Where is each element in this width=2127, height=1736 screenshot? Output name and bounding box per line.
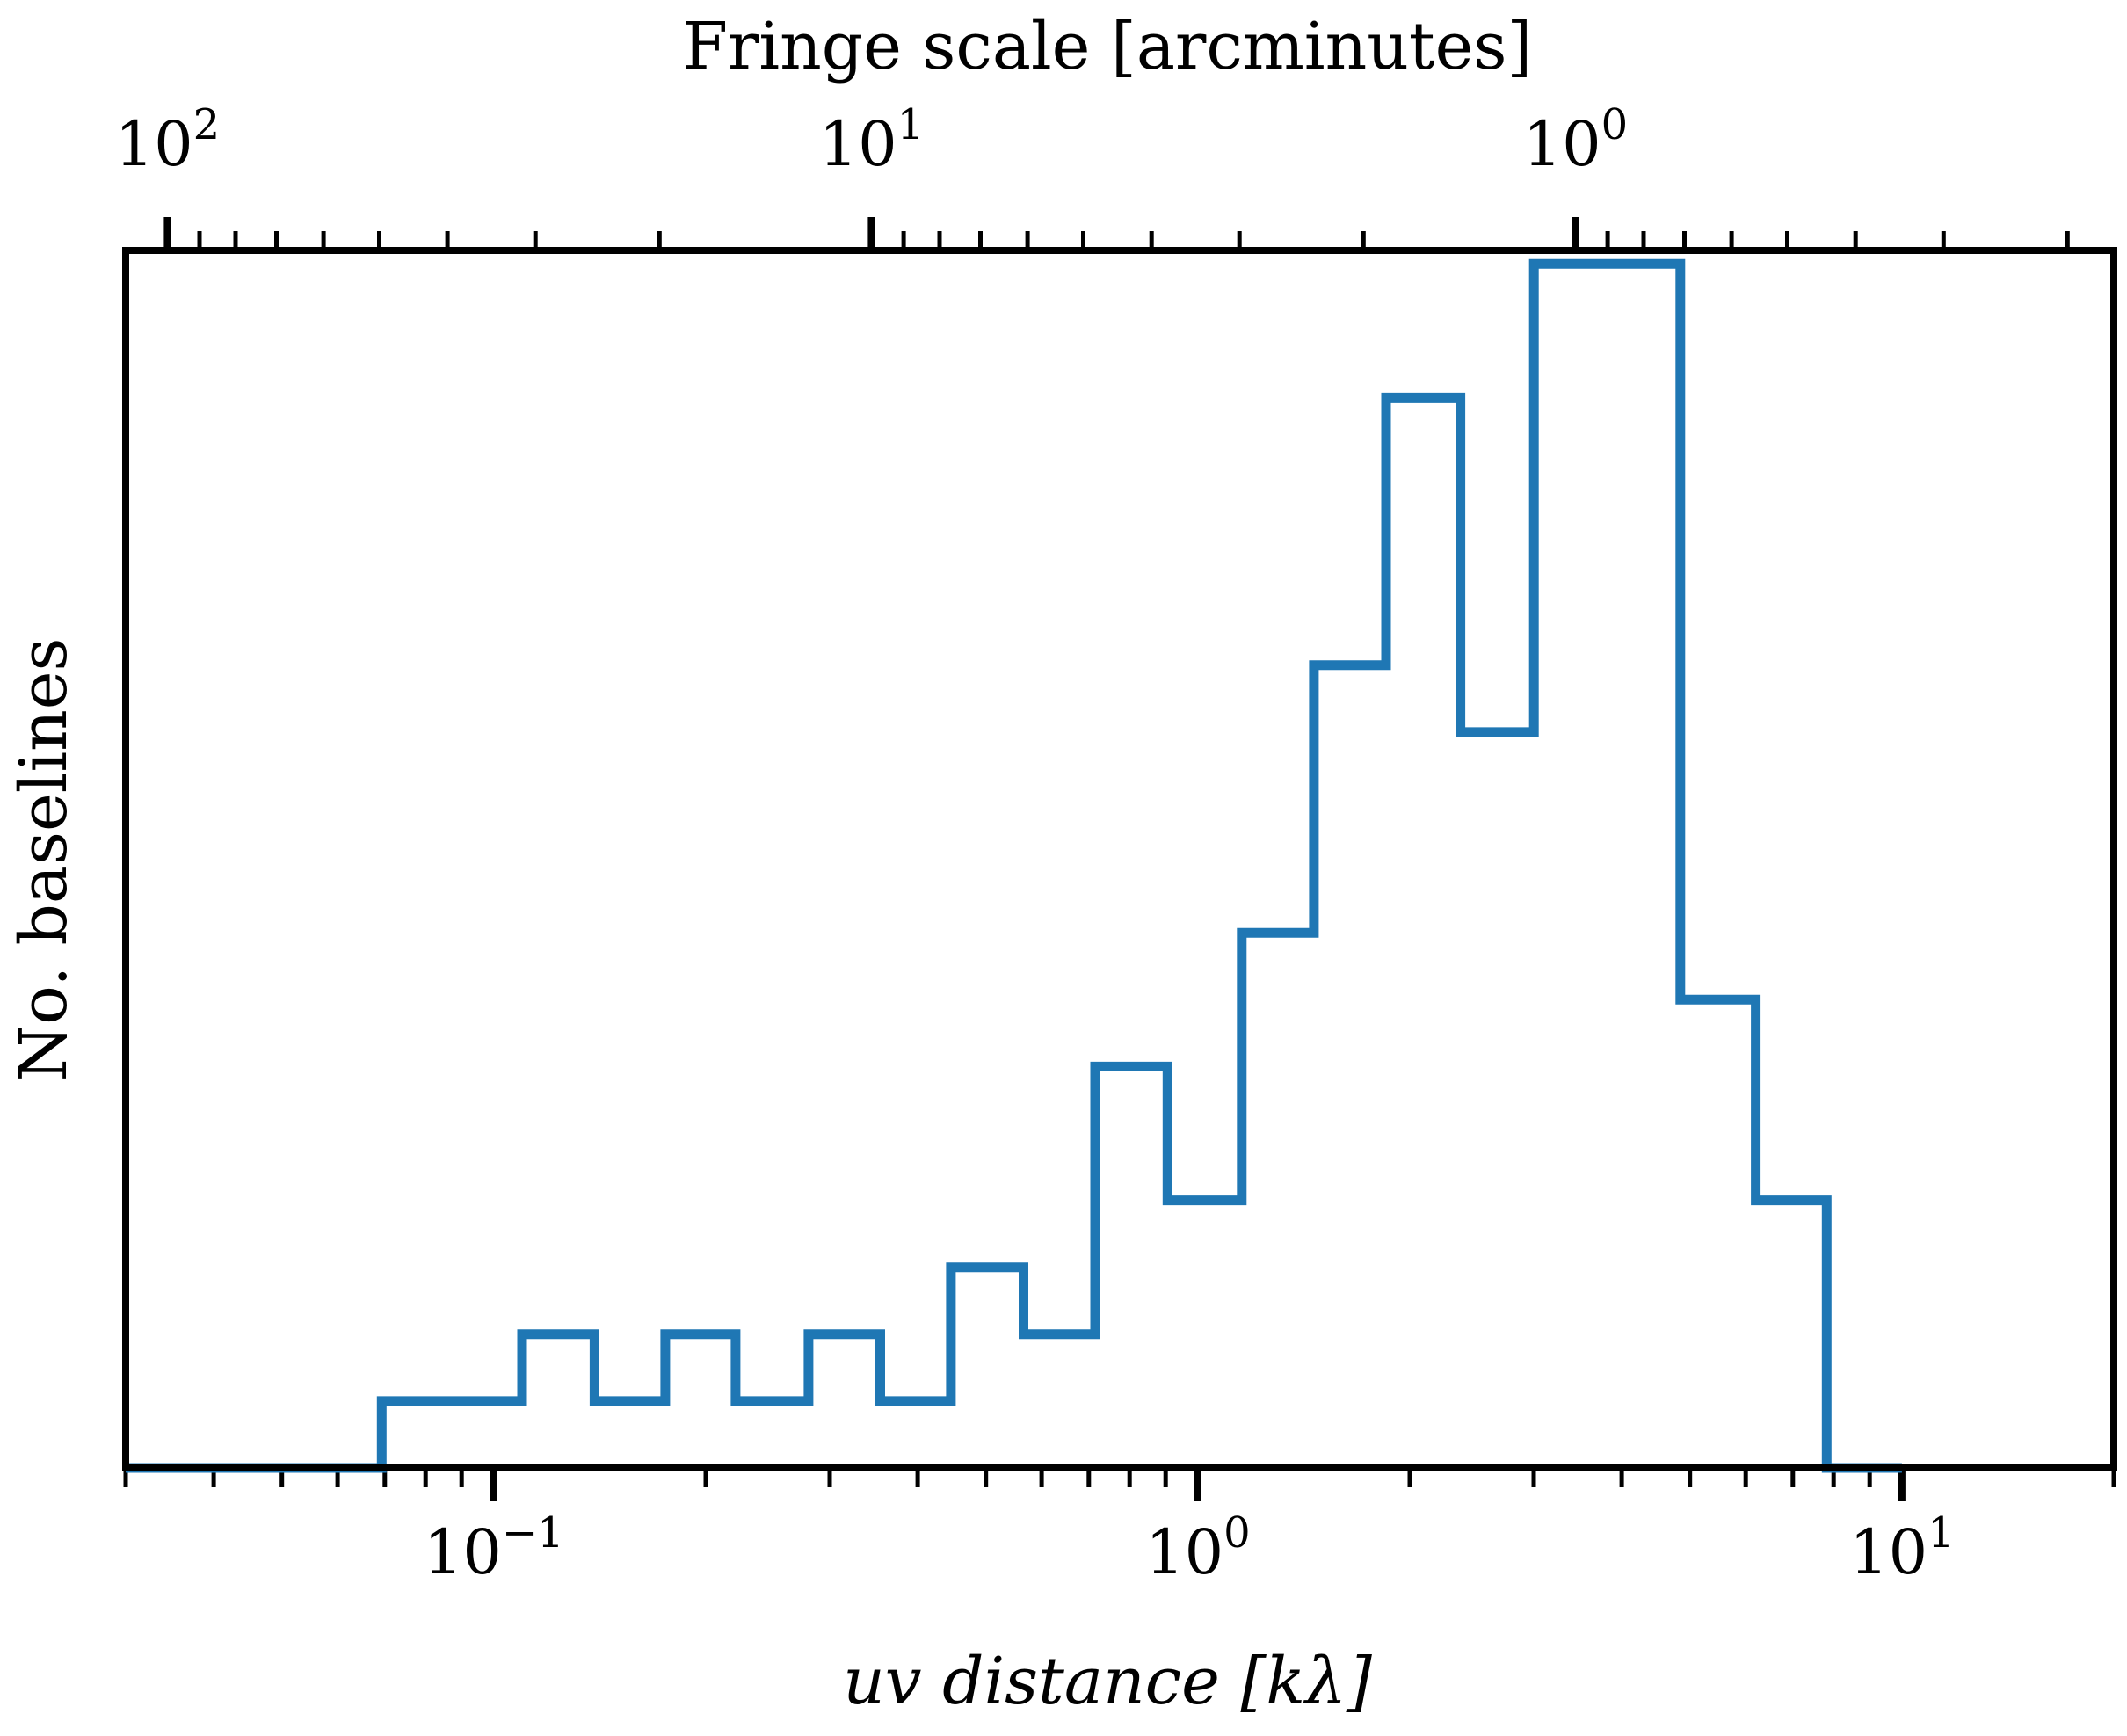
top-tick-label: 102 xyxy=(115,100,221,180)
x-tick-label: 10−1 xyxy=(424,1508,564,1588)
histogram-step-line xyxy=(126,258,1902,1473)
x-tick-label: 100 xyxy=(1145,1508,1251,1588)
top-axis-title: Fringe scale [arcminutes] xyxy=(683,9,1533,84)
top-tick-label: 101 xyxy=(819,100,925,180)
ticks-layer xyxy=(123,217,2116,1501)
x-tick-labels: 10−1 100 101 xyxy=(424,1508,1955,1588)
x-axis-title: uv distance [kλ] xyxy=(843,1644,1372,1719)
x-tick-label: 101 xyxy=(1849,1508,1955,1588)
top-tick-labels: 102 101 100 xyxy=(115,100,1629,180)
plot-frame xyxy=(122,247,2117,1471)
y-axis-title: No. baselines xyxy=(6,637,82,1081)
top-tick-label: 100 xyxy=(1523,100,1629,180)
